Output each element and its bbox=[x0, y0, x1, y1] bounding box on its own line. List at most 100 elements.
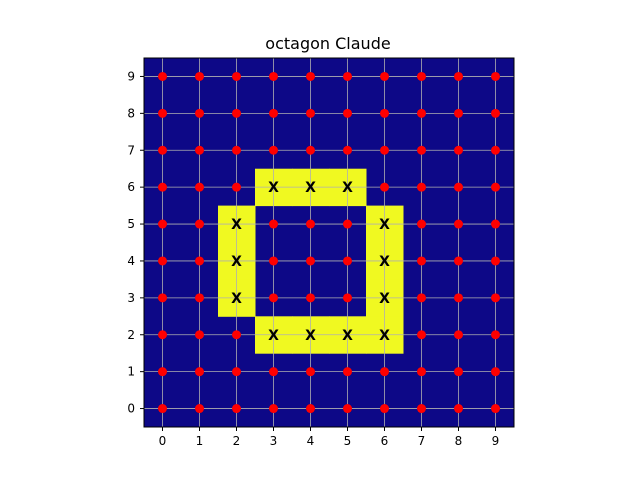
y-tick-label: 3 bbox=[127, 291, 135, 305]
data-point-dot bbox=[343, 293, 352, 303]
data-point-dot bbox=[306, 293, 315, 303]
data-point-dot bbox=[158, 293, 167, 303]
data-point-dot bbox=[306, 404, 315, 414]
x-marker: X bbox=[379, 291, 390, 307]
data-point-dot bbox=[195, 145, 204, 155]
y-tick-label: 4 bbox=[127, 254, 135, 268]
data-point-dot bbox=[195, 293, 204, 303]
x-tick-label: 7 bbox=[418, 434, 426, 448]
x-marker: X bbox=[305, 328, 316, 344]
data-point-dot bbox=[491, 404, 500, 414]
data-point-dot bbox=[269, 367, 278, 377]
y-tick-label: 5 bbox=[127, 217, 135, 231]
data-point-dot bbox=[454, 404, 463, 414]
data-point-dot bbox=[380, 145, 389, 155]
chart-title: octagon Claude bbox=[265, 34, 390, 53]
x-tick-label: 5 bbox=[344, 434, 352, 448]
data-point-dot bbox=[454, 330, 463, 340]
x-tick-label: 1 bbox=[196, 434, 204, 448]
data-point-dot bbox=[306, 367, 315, 377]
data-point-dot bbox=[491, 367, 500, 377]
x-marker: X bbox=[379, 254, 390, 270]
y-tick-label: 9 bbox=[127, 69, 135, 83]
data-point-dot bbox=[454, 71, 463, 81]
data-point-dot bbox=[491, 293, 500, 303]
data-point-dot bbox=[491, 256, 500, 266]
y-tick-label: 0 bbox=[127, 402, 135, 416]
data-point-dot bbox=[454, 182, 463, 192]
data-point-dot bbox=[343, 145, 352, 155]
data-point-dot bbox=[491, 71, 500, 81]
data-point-dot bbox=[343, 367, 352, 377]
data-point-dot bbox=[232, 404, 241, 414]
x-marker: X bbox=[231, 291, 242, 307]
data-point-dot bbox=[195, 108, 204, 118]
data-point-dot bbox=[306, 256, 315, 266]
data-point-dot bbox=[232, 71, 241, 81]
y-tick-label: 8 bbox=[127, 106, 135, 120]
data-point-dot bbox=[232, 145, 241, 155]
data-point-dot bbox=[158, 219, 167, 229]
data-point-dot bbox=[195, 182, 204, 192]
data-point-dot bbox=[232, 182, 241, 192]
plot-background bbox=[144, 58, 514, 427]
y-tick-label: 1 bbox=[127, 365, 135, 379]
data-point-dot bbox=[491, 108, 500, 118]
data-point-dot bbox=[417, 108, 426, 118]
data-point-dot bbox=[158, 145, 167, 155]
x-marker: X bbox=[342, 180, 353, 196]
data-point-dot bbox=[343, 256, 352, 266]
data-point-dot bbox=[380, 404, 389, 414]
data-point-dot bbox=[269, 145, 278, 155]
data-point-dot bbox=[269, 404, 278, 414]
x-tick-label: 4 bbox=[307, 434, 315, 448]
x-marker: X bbox=[379, 217, 390, 233]
data-point-dot bbox=[417, 293, 426, 303]
data-point-dot bbox=[380, 182, 389, 192]
data-point-dot bbox=[380, 108, 389, 118]
data-point-dot bbox=[417, 219, 426, 229]
x-tick-label: 0 bbox=[159, 434, 167, 448]
x-marker: X bbox=[342, 328, 353, 344]
x-marker: X bbox=[379, 328, 390, 344]
x-tick-label: 3 bbox=[270, 434, 278, 448]
plot-area: X X X X X X X X X X X X X 0 1 2 3 4 5 6 7 8 9 0 1 2 3 4 5 6 7 8 9 bbox=[127, 57, 515, 448]
data-point-dot bbox=[417, 404, 426, 414]
data-point-dot bbox=[454, 219, 463, 229]
x-tick-label: 2 bbox=[233, 434, 241, 448]
data-point-dot bbox=[380, 71, 389, 81]
data-point-dot bbox=[306, 219, 315, 229]
data-point-dot bbox=[269, 256, 278, 266]
data-point-dot bbox=[380, 367, 389, 377]
data-point-dot bbox=[454, 293, 463, 303]
x-marker: X bbox=[231, 217, 242, 233]
data-point-dot bbox=[195, 256, 204, 266]
data-point-dot bbox=[491, 182, 500, 192]
data-point-dot bbox=[306, 145, 315, 155]
x-tick-label: 6 bbox=[381, 434, 389, 448]
data-point-dot bbox=[158, 108, 167, 118]
data-point-dot bbox=[306, 108, 315, 118]
data-point-dot bbox=[158, 330, 167, 340]
data-point-dot bbox=[417, 71, 426, 81]
data-point-dot bbox=[195, 330, 204, 340]
y-tick-label: 7 bbox=[127, 143, 135, 157]
x-marker: X bbox=[305, 180, 316, 196]
data-point-dot bbox=[195, 404, 204, 414]
data-point-dot bbox=[491, 145, 500, 155]
data-point-dot bbox=[491, 330, 500, 340]
data-point-dot bbox=[306, 71, 315, 81]
axes-frame bbox=[143, 57, 515, 428]
x-marker: X bbox=[268, 180, 279, 196]
data-point-dot bbox=[454, 145, 463, 155]
data-point-dot bbox=[158, 256, 167, 266]
x-marker: X bbox=[231, 254, 242, 270]
data-point-dot bbox=[343, 108, 352, 118]
data-point-dot bbox=[417, 367, 426, 377]
data-point-dot bbox=[158, 71, 167, 81]
data-point-dot bbox=[454, 367, 463, 377]
data-point-dot bbox=[195, 367, 204, 377]
data-point-dot bbox=[232, 330, 241, 340]
data-point-dot bbox=[454, 108, 463, 118]
